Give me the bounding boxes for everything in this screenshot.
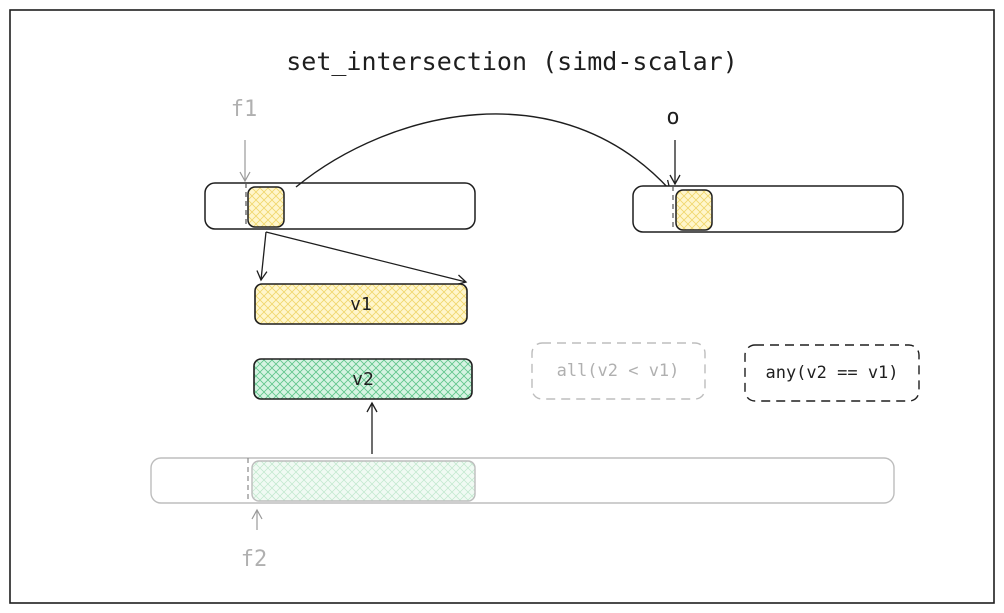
vector-v1-label: v1 xyxy=(350,294,372,315)
input-array-2-current-block xyxy=(251,460,476,502)
vector-v2 xyxy=(253,358,473,400)
input-array-1-current-element xyxy=(247,186,285,228)
pointer-label-f2: f2 xyxy=(241,547,268,572)
broadcast-arrow-left xyxy=(256,231,268,282)
pointer-label-f1: f1 xyxy=(231,97,258,122)
vector-v2-label: v2 xyxy=(352,369,374,390)
vector-v1 xyxy=(254,283,468,325)
diagram-frame xyxy=(9,9,995,604)
condition-all-label: all(v2 < v1) xyxy=(557,361,680,381)
copy-to-output-arrow xyxy=(295,113,671,191)
condition-any-box xyxy=(744,344,920,402)
condition-any-label: any(v2 == v1) xyxy=(765,363,898,383)
diagram-title: set_intersection (simd-scalar) xyxy=(286,47,738,76)
output-array-current-element xyxy=(675,189,713,231)
broadcast-arrow-right xyxy=(265,231,468,286)
pointer-label-o: o xyxy=(666,105,679,130)
condition-all-box xyxy=(531,342,706,400)
